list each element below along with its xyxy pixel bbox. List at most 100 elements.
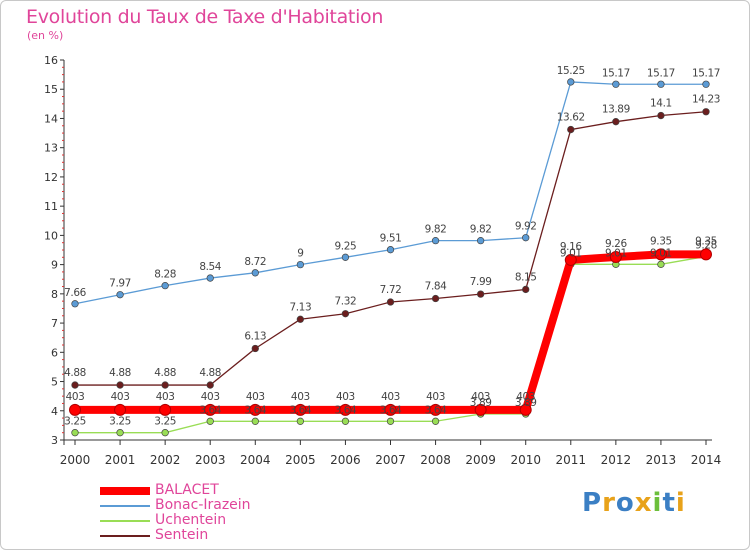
data-point bbox=[519, 403, 532, 416]
y-tick-label: 4 bbox=[51, 405, 58, 418]
data-point bbox=[657, 111, 665, 120]
data-label: 8.72 bbox=[244, 256, 266, 268]
data-point bbox=[654, 248, 667, 261]
data-point bbox=[116, 291, 124, 299]
data-label: 4.88 bbox=[109, 367, 131, 379]
data-point bbox=[161, 282, 169, 290]
data-label: 9.26 bbox=[605, 238, 627, 250]
data-label: 3.64 bbox=[289, 404, 311, 416]
legend-label-sentein: Sentein bbox=[155, 527, 209, 543]
data-label: 8.54 bbox=[199, 261, 221, 273]
data-point bbox=[116, 381, 124, 389]
data-point bbox=[116, 429, 124, 437]
legend-item-balacet: BALACET bbox=[100, 482, 360, 499]
data-label: 14.1 bbox=[650, 98, 672, 110]
x-tick-label: 2003 bbox=[195, 453, 226, 467]
data-point bbox=[114, 403, 127, 416]
data-point bbox=[609, 251, 622, 264]
data-point bbox=[564, 253, 577, 266]
data-point bbox=[206, 417, 214, 425]
data-point bbox=[431, 236, 440, 245]
data-point bbox=[69, 403, 81, 416]
y-tick-label: 15 bbox=[44, 83, 58, 96]
legend-label-uchentein: Uchentein bbox=[155, 512, 227, 528]
data-point bbox=[341, 417, 350, 425]
x-tick-label: 2006 bbox=[330, 453, 361, 467]
data-point bbox=[294, 403, 307, 416]
logo-letter: t bbox=[662, 488, 676, 518]
chart-subtitle: (en %) bbox=[27, 29, 64, 42]
data-label: 3.64 bbox=[425, 404, 447, 416]
data-label: 7.66 bbox=[64, 287, 86, 299]
data-label: 7.13 bbox=[289, 301, 311, 313]
data-point bbox=[386, 298, 395, 306]
data-point bbox=[522, 285, 530, 294]
data-label: 9.01 bbox=[650, 247, 672, 259]
data-label: 7.32 bbox=[335, 296, 357, 308]
data-label: 9.82 bbox=[470, 224, 492, 236]
data-point bbox=[431, 294, 440, 303]
legend-swatch-bonac-irazein bbox=[100, 505, 150, 507]
y-tick-label: 12 bbox=[44, 171, 58, 184]
y-tick-label: 16 bbox=[44, 54, 58, 67]
data-label: 7.99 bbox=[470, 276, 492, 288]
data-point bbox=[476, 290, 485, 298]
data-label: 4.88 bbox=[154, 367, 176, 379]
y-tick-label: 5 bbox=[51, 376, 58, 389]
data-point bbox=[522, 234, 530, 242]
legend-item-bonac-irazein: Bonac-Irazein bbox=[100, 497, 360, 514]
data-point bbox=[251, 417, 259, 425]
y-tick-label: 10 bbox=[44, 229, 58, 242]
legend-label-bonac-irazein: Bonac-Irazein bbox=[155, 497, 251, 513]
data-label: 403 bbox=[201, 391, 220, 403]
x-tick-label: 2012 bbox=[601, 453, 632, 467]
data-point bbox=[204, 403, 217, 416]
data-label: 9.92 bbox=[515, 221, 537, 233]
data-point bbox=[159, 403, 172, 416]
data-label: 403 bbox=[471, 391, 490, 403]
logo-letter: P bbox=[582, 488, 603, 518]
data-point bbox=[386, 417, 395, 425]
data-label: 403 bbox=[66, 391, 85, 403]
data-point bbox=[161, 381, 169, 389]
y-tick-label: 13 bbox=[44, 142, 58, 155]
data-point bbox=[339, 403, 352, 416]
data-label: 3.64 bbox=[335, 404, 357, 416]
legend-label-balacet: BALACET bbox=[155, 482, 219, 498]
data-point bbox=[384, 403, 397, 416]
x-tick-label: 2010 bbox=[510, 453, 541, 467]
data-point bbox=[476, 236, 485, 245]
data-label: 403 bbox=[381, 391, 400, 403]
data-label: 4.88 bbox=[64, 367, 86, 379]
data-label: 3.89 bbox=[470, 397, 492, 409]
data-point bbox=[296, 260, 305, 269]
logo-letter: r bbox=[602, 488, 616, 518]
data-point bbox=[612, 118, 620, 126]
legend-item-uchentein: Uchentein bbox=[100, 512, 360, 529]
data-label: 8.28 bbox=[154, 269, 176, 281]
data-label: 14.23 bbox=[692, 94, 720, 106]
x-tick-label: 2008 bbox=[420, 453, 451, 467]
data-label: 403 bbox=[426, 391, 445, 403]
data-point bbox=[567, 78, 575, 86]
data-point bbox=[702, 108, 710, 116]
data-point bbox=[71, 429, 79, 437]
data-label: 3.25 bbox=[154, 416, 176, 428]
data-label: 9.82 bbox=[425, 224, 447, 236]
data-label: 403 bbox=[246, 391, 265, 403]
data-point bbox=[296, 417, 305, 425]
data-point bbox=[249, 403, 262, 416]
data-point bbox=[431, 417, 440, 425]
data-label: 7.97 bbox=[109, 278, 131, 290]
legend-swatch-balacet bbox=[100, 487, 150, 495]
data-label: 3.64 bbox=[199, 404, 221, 416]
proxiti-logo: Proxiti bbox=[582, 488, 686, 518]
data-label: 9.35 bbox=[650, 235, 672, 247]
data-label: 15.17 bbox=[602, 67, 630, 79]
data-label: 403 bbox=[336, 391, 355, 403]
x-tick-label: 2011 bbox=[556, 453, 587, 467]
data-label: 403 bbox=[516, 391, 535, 403]
data-point bbox=[657, 80, 665, 88]
x-tick-label: 2014 bbox=[691, 453, 722, 467]
